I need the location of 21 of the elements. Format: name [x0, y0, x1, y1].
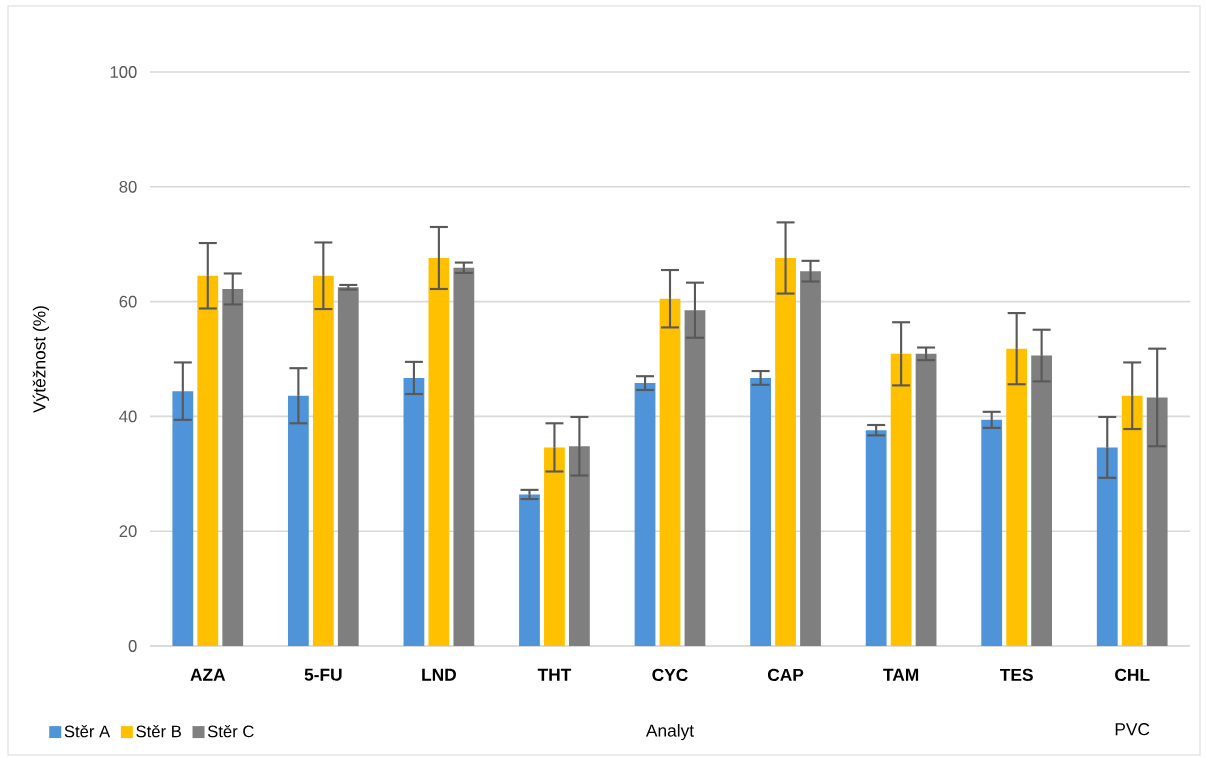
legend-label: Stěr C [207, 725, 254, 738]
y-tick-label: 80 [119, 180, 137, 193]
y-tick-label: 0 [128, 640, 137, 652]
y-tick-label: 40 [119, 410, 137, 423]
y-axis-title: Výtěžnost (%) [32, 306, 49, 413]
x-tick-label: TAM [883, 668, 919, 681]
y-tick-label: 60 [119, 295, 137, 308]
text: PVC [1115, 723, 1150, 736]
y-tick-label: 100 [110, 66, 137, 78]
x-tick-label: AZA [190, 668, 226, 681]
x-tick-label: CAP [767, 668, 804, 681]
legend-label: Stěr B [136, 725, 181, 738]
x-tick-label: TES [1000, 668, 1033, 681]
x-tick-label: 5-FU [304, 668, 342, 681]
legend-label: Stěr A [64, 725, 111, 738]
x-tick-label: LND [422, 668, 456, 681]
x-tick-label: CYC [652, 668, 688, 681]
y-tick-label: 20 [119, 525, 137, 538]
x-tick-label: CHL [1115, 668, 1150, 681]
x-axis-title: Analyt [645, 724, 694, 741]
x-tick-label: THT [537, 668, 572, 681]
